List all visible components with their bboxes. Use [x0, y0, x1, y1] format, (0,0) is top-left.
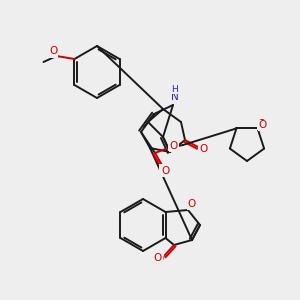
Text: O: O [170, 141, 178, 151]
Text: O: O [188, 199, 196, 209]
Text: O: O [199, 145, 207, 155]
Text: O: O [257, 119, 266, 129]
Text: O: O [160, 165, 168, 175]
Text: H: H [172, 85, 178, 94]
Text: O: O [48, 47, 57, 57]
Text: O: O [155, 254, 163, 264]
Text: O: O [259, 120, 267, 130]
Text: O: O [200, 144, 208, 154]
Text: O: O [169, 140, 177, 150]
Text: N: N [171, 92, 179, 102]
Text: H: H [172, 85, 178, 94]
Text: O: O [50, 46, 58, 56]
Text: O: O [161, 166, 169, 176]
Text: O: O [154, 253, 162, 263]
Text: N: N [171, 92, 179, 102]
Text: O: O [187, 198, 195, 208]
